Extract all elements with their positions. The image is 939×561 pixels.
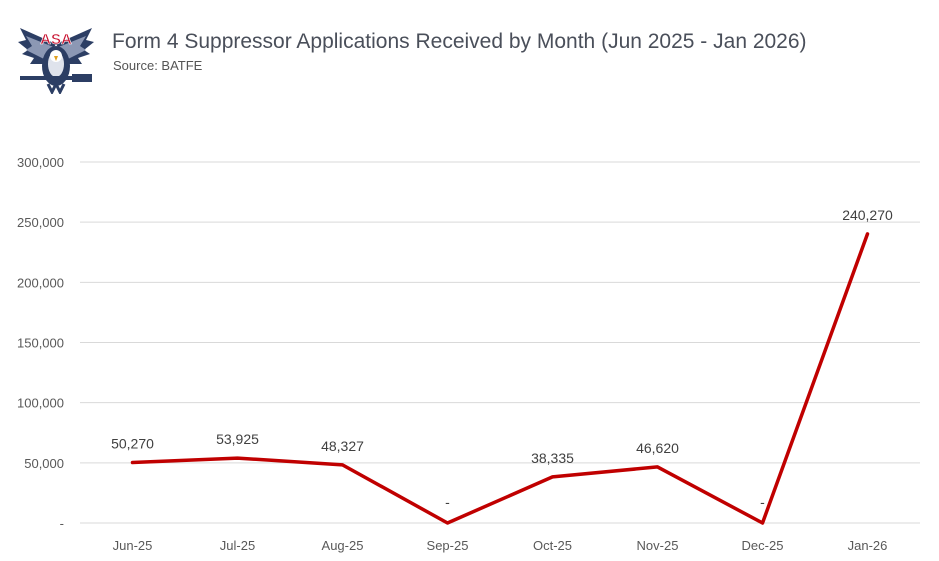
x-tick-label: Sep-25	[427, 538, 469, 553]
logo-text: ASA	[40, 31, 72, 48]
x-tick-label: Aug-25	[322, 538, 364, 553]
y-tick-label: -	[60, 516, 64, 531]
x-tick-label: Jul-25	[220, 538, 255, 553]
x-axis-ticks: Jun-25 Jul-25 Aug-25 Sep-25 Oct-25 Nov-25 Dec-…	[113, 538, 888, 553]
data-label: -	[445, 494, 450, 510]
data-label: 240,270	[842, 207, 893, 223]
series-line	[130, 232, 870, 525]
x-tick-label: Jun-25	[113, 538, 153, 553]
series-line-group	[130, 232, 870, 525]
data-label: 53,925	[216, 431, 259, 447]
gridlines	[80, 161, 920, 524]
x-tick-label: Dec-25	[742, 538, 784, 553]
chart-title: Form 4 Suppressor Applications Received …	[112, 30, 807, 53]
y-axis-ticks: - 50,000 100,000 150,000 200,000 250,000 300,0…	[17, 155, 64, 531]
data-label: 46,620	[636, 440, 679, 456]
y-tick-label: 50,000	[24, 456, 64, 471]
data-labels: 50,270 53,925 48,327 - 38,335 46,620 - 240,270	[111, 207, 893, 510]
asa-eagle-logo: ASA	[18, 28, 94, 94]
data-label: 38,335	[531, 450, 574, 466]
data-label: 50,270	[111, 436, 154, 452]
y-tick-label: 150,000	[17, 336, 64, 351]
y-tick-label: 300,000	[17, 155, 64, 170]
data-label: -	[760, 494, 765, 510]
y-tick-label: 200,000	[17, 275, 64, 290]
data-label: 48,327	[321, 438, 364, 454]
y-tick-label: 100,000	[17, 396, 64, 411]
chart-source: Source: BATFE	[113, 58, 203, 73]
y-tick-label: 250,000	[17, 215, 64, 230]
x-tick-label: Jan-26	[848, 538, 888, 553]
x-tick-label: Nov-25	[637, 538, 679, 553]
x-tick-label: Oct-25	[533, 538, 572, 553]
